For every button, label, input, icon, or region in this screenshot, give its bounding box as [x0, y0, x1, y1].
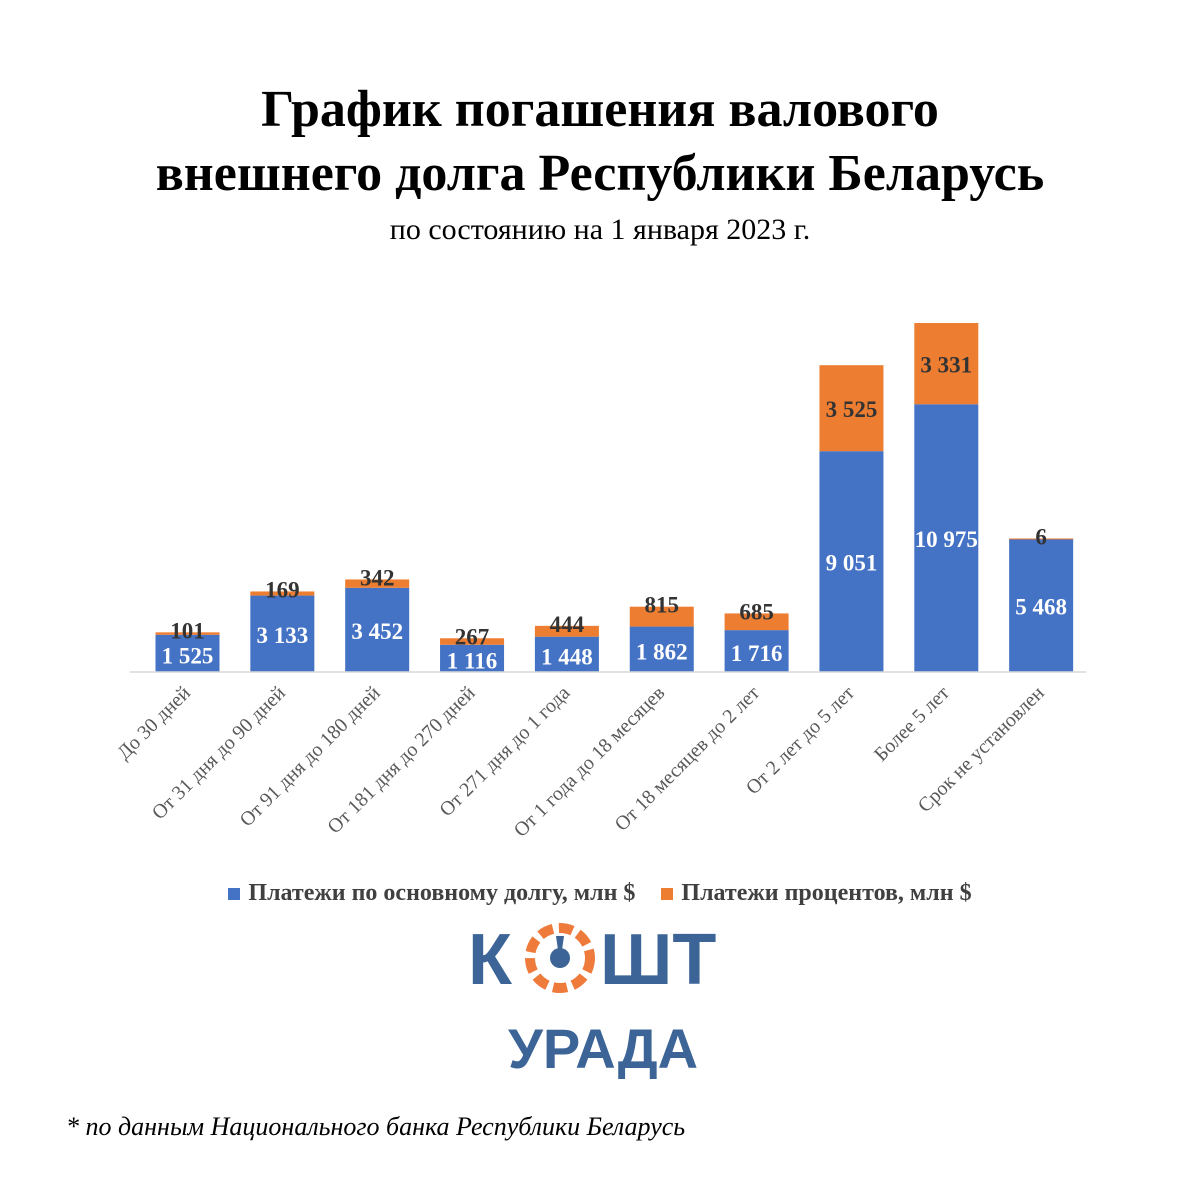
data-label-principal-1: 3 133: [256, 623, 308, 648]
data-label-interest-1: 169: [265, 577, 300, 602]
data-label-interest-2: 342: [360, 565, 395, 590]
data-label-principal-4: 1 448: [541, 644, 593, 669]
data-label-principal-2: 3 452: [351, 619, 403, 644]
bar-interest-3: [440, 638, 505, 645]
source-footnote: * по данным Национального банка Республи…: [66, 1112, 686, 1141]
bar-interest-8: [914, 323, 979, 405]
bar-interest-6: [724, 613, 789, 631]
data-label-interest-7: 3 525: [826, 397, 878, 422]
chart-subtitle: по состоянию на 1 января 2023 г.: [389, 213, 811, 246]
bar-interest-0: [155, 632, 220, 635]
logo-letter-k: К: [468, 920, 513, 1000]
data-label-principal-5: 1 862: [636, 639, 688, 664]
chart-title-line-1: График погашения валового: [261, 81, 939, 138]
data-label-interest-9: 6: [1035, 524, 1047, 549]
bars-layer: [155, 323, 1074, 672]
data-label-interest-0: 101: [170, 618, 205, 643]
legend-item-principal: Платежи по основному долгу, млн $: [228, 880, 635, 907]
legend-item-interest: Платежи процентов, млн $: [661, 880, 972, 907]
bar-principal-8: [914, 404, 979, 672]
bar-principal-0: [155, 634, 220, 672]
data-label-interest-4: 444: [550, 612, 585, 637]
logo-word-urada: УРАДА: [508, 1017, 698, 1080]
x-tick-label-8: Более 5 лет: [870, 682, 954, 766]
chart-title: График погашения валового внешнего долга…: [0, 78, 1200, 206]
data-label-principal-7: 9 051: [826, 551, 878, 576]
logo-letters-sht: ШТ: [600, 920, 716, 1000]
legend-label-principal: Платежи по основному долгу, млн $: [248, 880, 636, 906]
bar-interest-5: [629, 606, 694, 627]
chart-title-line-2: внешнего долга Республики Беларусь: [155, 145, 1045, 202]
data-label-interest-3: 267: [455, 624, 490, 649]
bar-principal-9: [1009, 538, 1074, 672]
bar-interest-4: [534, 625, 599, 637]
x-tick-label-0: До 30 дней: [113, 682, 195, 764]
bar-interest-7: [819, 365, 884, 452]
data-label-interest-5: 815: [645, 593, 680, 618]
logo-orange-wheel-icon: [525, 923, 595, 993]
bar-interest-2: [345, 579, 410, 588]
legend-swatch-principal: [228, 887, 241, 900]
data-label-principal-0: 1 525: [162, 643, 214, 668]
bar-interest-9: [1009, 538, 1074, 540]
bar-principal-7: [819, 451, 884, 672]
data-label-principal-3: 1 116: [447, 648, 497, 673]
data-label-interest-6: 685: [739, 599, 774, 624]
data-label-principal-6: 1 716: [731, 641, 783, 666]
bar-principal-3: [440, 644, 505, 672]
bar-principal-1: [250, 595, 315, 672]
bar-principal-4: [534, 636, 599, 672]
bar-principal-6: [724, 630, 789, 672]
bar-interest-1: [250, 591, 315, 596]
legend-swatch-interest: [661, 887, 674, 900]
data-label-interest-8: 3 331: [920, 353, 972, 378]
legend-label-interest: Платежи процентов, млн $: [681, 880, 972, 906]
legend: Платежи по основному долгу, млн $ Платеж…: [0, 880, 1200, 907]
bar-principal-5: [629, 626, 694, 672]
data-label-principal-8: 10 975: [915, 527, 978, 552]
koshht-urada-logo: К ШТ УРАДА: [468, 920, 716, 1080]
data-label-principal-9: 5 468: [1015, 594, 1067, 619]
bar-principal-2: [345, 587, 410, 672]
